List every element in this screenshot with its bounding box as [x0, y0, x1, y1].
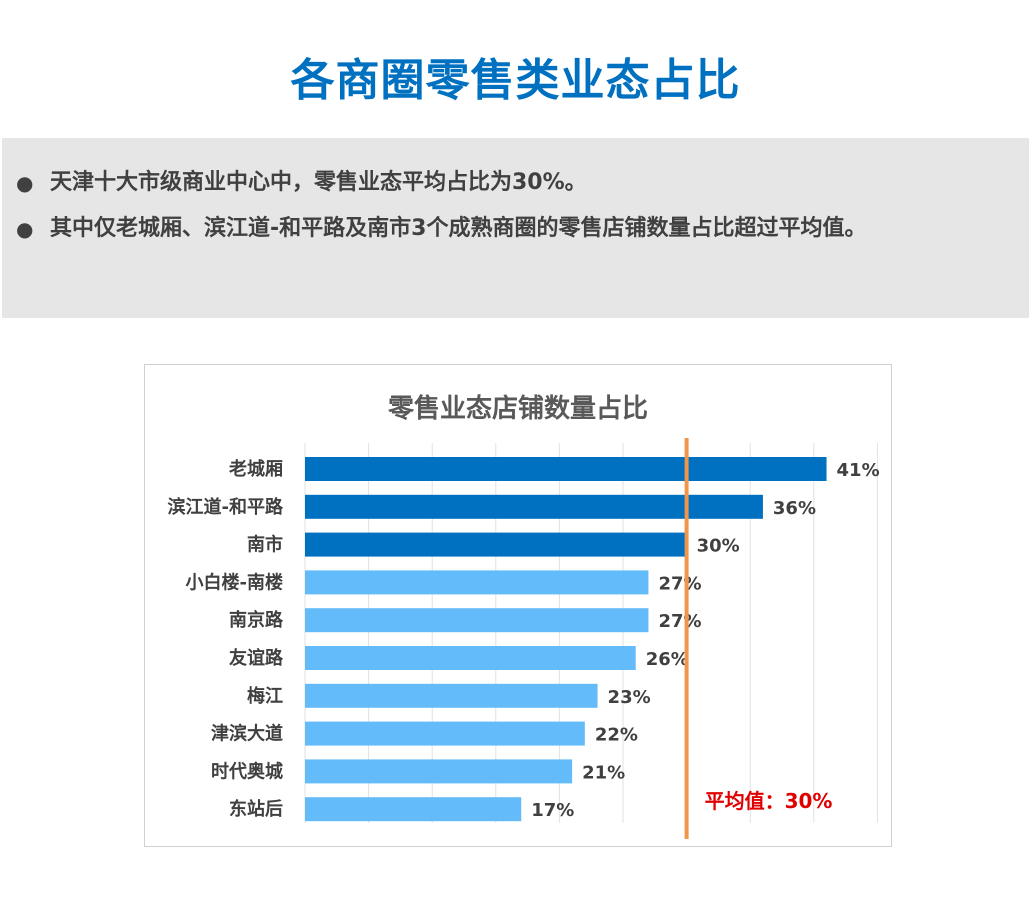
value-label: 23% [608, 687, 651, 708]
bar [305, 759, 573, 784]
category-label: 津滨大道 [211, 723, 283, 745]
bullet-dot-icon: ● [16, 217, 34, 241]
value-label: 41% [837, 460, 880, 481]
value-label: 27% [658, 611, 701, 632]
summary-bullet-1: ● 天津十大市级商业中心中，零售业态平均占比为30%。 [16, 164, 1006, 202]
value-label: 27% [658, 573, 701, 594]
average-label: 平均值：30% [705, 789, 833, 813]
bar [305, 721, 585, 746]
category-label: 滨江道-和平路 [168, 496, 284, 518]
category-label: 老城厢 [229, 458, 283, 480]
chart-frame: 零售业态店铺数量占比 老城厢 41% 滨江道-和平路 36% 南市 30% 小白楼-南楼 27… [144, 364, 892, 847]
value-label: 36% [773, 498, 816, 519]
category-label: 时代奥城 [211, 760, 283, 782]
bar [305, 532, 687, 557]
category-label: 南京路 [229, 609, 284, 631]
bar-chart: 零售业态店铺数量占比 老城厢 41% 滨江道-和平路 36% 南市 30% 小白楼-南楼 27… [168, 393, 880, 839]
summary-bullet-1-text: 天津十大市级商业中心中，零售业态平均占比为30%。 [50, 170, 587, 195]
category-label: 梅江 [247, 685, 283, 707]
bar [305, 457, 827, 481]
page-title: 各商圈零售类业态占比 [290, 55, 741, 106]
value-label: 21% [582, 762, 625, 783]
bullet-dot-icon: ● [16, 171, 34, 195]
category-label: 东站后 [229, 798, 283, 820]
bar [305, 683, 598, 708]
category-label: 友谊路 [229, 647, 284, 669]
value-label: 22% [595, 725, 638, 746]
summary-bullet-2: ● 其中仅老城厢、滨江道-和平路及南市3个成熟商圈的零售店铺数量占比超过平均值。 [16, 210, 1006, 248]
category-label: 小白楼-南楼 [186, 571, 283, 593]
category-label: 南市 [247, 534, 283, 556]
bar [305, 608, 649, 633]
value-label: 17% [531, 800, 574, 821]
value-label: 30% [697, 536, 740, 557]
chart-title: 零售业态店铺数量占比 [388, 393, 648, 424]
value-label: 26% [646, 649, 689, 670]
summary-bullet-2-text: 其中仅老城厢、滨江道-和平路及南市3个成熟商圈的零售店铺数量占比超过平均值。 [50, 216, 867, 241]
bar [305, 570, 649, 595]
bar [305, 494, 763, 519]
bar [305, 646, 636, 670]
bar [305, 797, 522, 822]
summary-box: ● 天津十大市级商业中心中，零售业态平均占比为30%。 ● 其中仅老城厢、滨江道… [2, 138, 1029, 318]
